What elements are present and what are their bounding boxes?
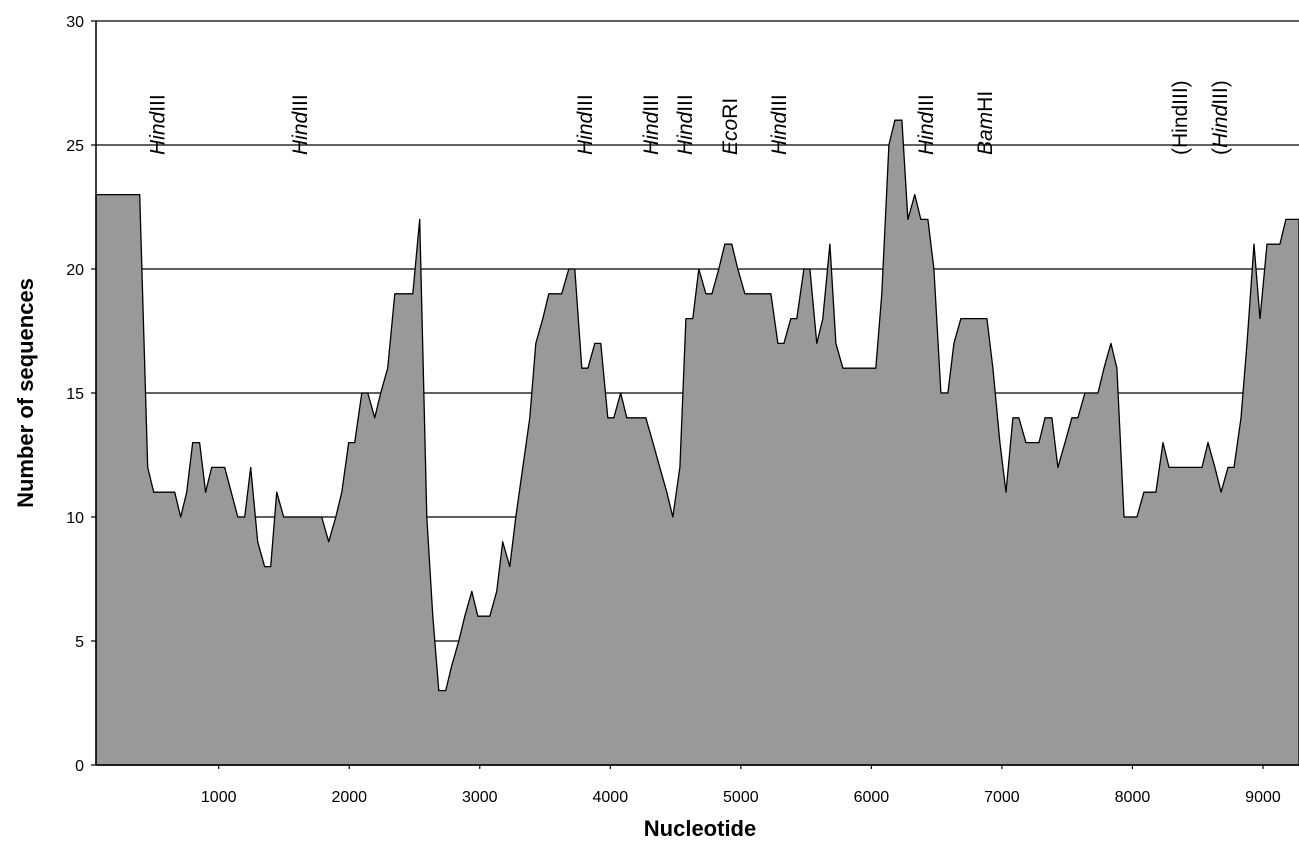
annotation: (HindIII) [1169,80,1192,155]
annotation-part: III [674,94,697,112]
x-tick-label: 1000 [201,789,237,806]
x-tick-label: 3000 [462,789,498,806]
annotation-part: Hind [768,110,791,155]
annotation: BamHI [974,91,997,155]
y-tick-label: 5 [75,634,84,651]
area [95,119,1299,766]
annotation-part: Hind [289,110,312,155]
annotation: HindIII [640,94,663,155]
x-axis-label: Nucleotide [644,816,756,841]
annotation-part: III [768,94,791,112]
annotation-part: Bam [974,112,997,155]
annotation-part: III [147,94,170,112]
x-tick-label: 6000 [854,789,890,806]
x-tick-label: 4000 [593,789,629,806]
annotation-part: (HindIII) [1169,80,1192,155]
x-tick-label: 9000 [1245,789,1281,806]
annotation: HindIII [768,94,791,155]
y-tick-label: 20 [66,262,84,279]
x-tick-label: 7000 [984,789,1020,806]
annotation: HindIII [915,94,938,155]
annotation-part: Hind [574,110,597,155]
y-tick-label: 10 [66,510,84,527]
annotation: (HindIII) [1209,80,1232,155]
annotation: HindIII [674,94,697,155]
annotation-part: RI [719,98,742,119]
x-tick-label: 8000 [1115,789,1151,806]
annotation-part: Hind [1209,103,1232,148]
annotation: HindIII [574,94,597,155]
annotation: HindIII [289,94,312,155]
y-tick-label: 15 [66,386,84,403]
y-tick-label: 0 [75,758,84,775]
annotation: HindIII [147,94,170,155]
annotation-part: III [640,94,663,112]
annotation-part: HI [974,91,997,112]
annotation-part: Hind [147,110,170,155]
annotation-part: Hind [915,110,938,155]
annotation-part: Hind [640,110,663,155]
annotation-part: III) [1209,80,1232,105]
annotation-part: III [574,94,597,112]
annotation-part: III [289,94,312,112]
annotation: EcoRI [719,98,742,155]
y-axis-label: Number of sequences [13,278,38,508]
annotation-part: ( [1209,148,1232,155]
annotation-part: Hind [674,110,697,155]
y-tick-label: 30 [66,14,84,31]
x-tick-label: 2000 [331,789,367,806]
y-tick-label: 25 [66,138,84,155]
x-tick-label: 5000 [723,789,759,806]
annotation-part: III [915,94,938,112]
annotation-part: Eco [719,118,742,155]
